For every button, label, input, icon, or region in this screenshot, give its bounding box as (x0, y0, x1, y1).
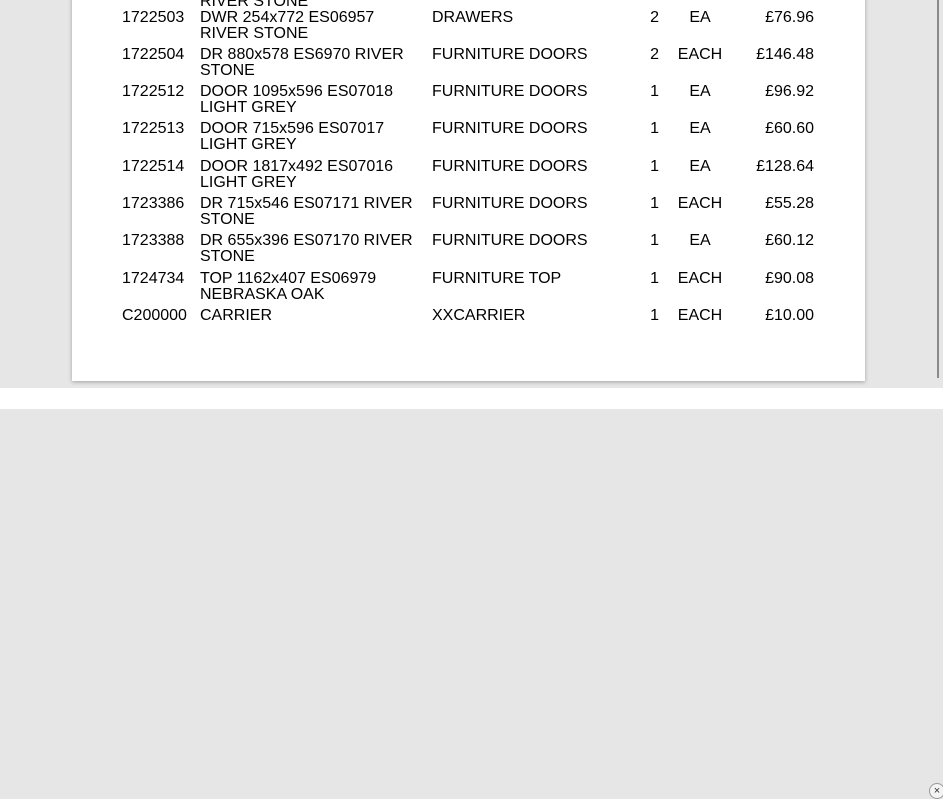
item-price: £76.96 (765, 9, 814, 26)
item-quantity: 1 (650, 158, 659, 175)
item-code: 1723388 (122, 232, 185, 249)
item-price: £146.48 (756, 46, 814, 63)
item-price: £60.12 (765, 232, 814, 249)
item-description: DOOR 1817x492 ES07016 LIGHT GREY (200, 158, 394, 191)
item-category: FURNITURE DOORS (432, 158, 588, 175)
item-category: FURNITURE DOORS (432, 232, 588, 249)
item-description: DR 715x546 ES07171 RIVER STONE (200, 195, 413, 228)
item-code: 1722512 (122, 83, 185, 100)
item-code: 1722503 (122, 9, 185, 26)
item-description: DR 880x578 ES6970 RIVER STONE (200, 46, 404, 79)
item-price: £10.00 (765, 307, 814, 324)
item-unit: EA (689, 9, 711, 26)
item-price: £60.60 (765, 120, 814, 137)
item-category: FURNITURE DOORS (432, 195, 588, 212)
item-description: DOOR 715x596 ES07017 LIGHT GREY (200, 120, 385, 153)
item-price: £90.08 (765, 270, 814, 287)
item-description: TOP 1162x407 ES06979 NEBRASKA OAK (200, 270, 377, 303)
item-category: FURNITURE TOP (432, 270, 562, 287)
item-unit: EACH (677, 307, 723, 324)
item-description: DWR 254x772 ES06957 RIVER STONE (200, 9, 375, 42)
close-icon[interactable]: × (929, 783, 943, 799)
item-code: 1723386 (122, 195, 185, 212)
item-unit: EA (689, 158, 711, 175)
item-quantity: 1 (650, 307, 659, 324)
item-category: FURNITURE DOORS (432, 83, 588, 100)
item-price: £128.64 (756, 158, 814, 175)
bottom-bar: × (0, 388, 943, 799)
item-price: £96.92 (765, 83, 814, 100)
item-price: £55.28 (765, 195, 814, 212)
item-code: 1722513 (122, 120, 185, 137)
item-quantity: 2 (650, 9, 659, 26)
item-category: XXCARRIER (432, 307, 526, 324)
item-code: C200000 (122, 307, 187, 324)
vertical-scrollbar[interactable] (937, 0, 943, 378)
item-unit: EACH (677, 270, 723, 287)
item-unit: EA (689, 83, 711, 100)
item-code: 1724734 (122, 270, 185, 287)
item-unit: EA (689, 232, 711, 249)
item-unit: EA (689, 120, 711, 137)
item-description: DOOR 1095x596 ES07018 LIGHT GREY (200, 83, 394, 116)
document-page: RIVER STONE 1722503 DWR 254x772 ES06957 R… (72, 0, 865, 381)
item-description: CARRIER (200, 307, 273, 324)
item-category: FURNITURE DOORS (432, 46, 588, 63)
item-quantity: 1 (650, 195, 659, 212)
item-quantity: 1 (650, 270, 659, 287)
item-description: RIVER STONE (200, 0, 309, 10)
item-category: DRAWERS (432, 9, 514, 26)
item-quantity: 1 (650, 83, 659, 100)
item-description: DR 655x396 ES07170 RIVER STONE (200, 232, 413, 265)
item-quantity: 1 (650, 232, 659, 249)
item-code: 1722514 (122, 158, 185, 175)
item-unit: EACH (677, 46, 723, 63)
item-quantity: 2 (650, 46, 659, 63)
item-code: 1722504 (122, 46, 185, 63)
item-quantity: 1 (650, 120, 659, 137)
item-unit: EACH (677, 195, 723, 212)
item-category: FURNITURE DOORS (432, 120, 588, 137)
